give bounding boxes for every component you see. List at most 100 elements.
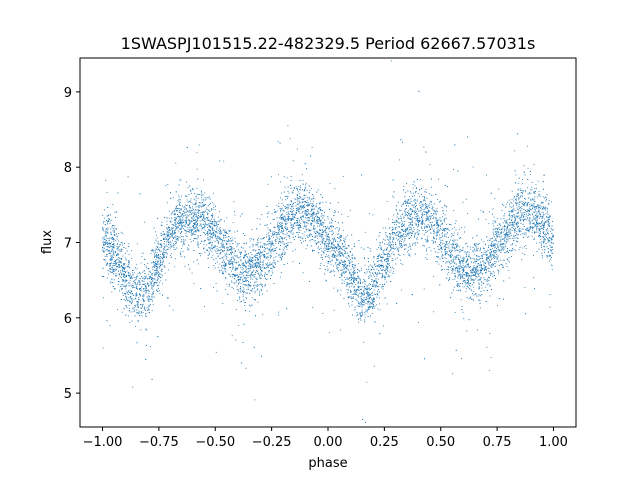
data-point: [507, 235, 509, 237]
data-point: [519, 188, 521, 190]
data-point: [376, 268, 378, 270]
data-point: [287, 125, 289, 127]
data-point: [543, 241, 545, 243]
data-point: [544, 238, 546, 240]
data-point: [548, 200, 550, 202]
data-point: [156, 270, 158, 272]
data-point: [276, 217, 278, 219]
data-point: [189, 211, 191, 213]
data-point: [414, 218, 416, 219]
data-point: [511, 221, 513, 223]
data-point: [234, 237, 236, 239]
data-point: [537, 204, 538, 206]
data-point: [296, 224, 298, 226]
data-point: [418, 220, 420, 222]
data-point: [491, 259, 493, 261]
data-point: [454, 275, 456, 277]
data-point: [340, 289, 342, 291]
data-point: [196, 168, 198, 170]
data-point: [518, 197, 519, 199]
data-point: [316, 235, 318, 237]
data-point: [128, 273, 130, 275]
data-point: [466, 282, 468, 284]
data-point: [153, 266, 155, 268]
data-point: [400, 210, 402, 212]
data-point: [545, 213, 547, 214]
data-point: [382, 288, 384, 290]
data-point: [402, 204, 404, 206]
data-point: [453, 210, 455, 212]
data-point: [442, 232, 443, 234]
data-point: [203, 200, 205, 202]
data-point: [146, 288, 147, 290]
data-point: [289, 237, 291, 239]
data-point: [384, 259, 386, 261]
data-point: [375, 280, 377, 282]
data-point: [489, 238, 491, 240]
data-point: [521, 206, 523, 208]
data-point: [273, 245, 275, 246]
data-point: [245, 284, 247, 286]
data-point: [533, 192, 535, 194]
data-point: [261, 245, 263, 247]
data-point: [435, 221, 437, 223]
data-point: [166, 227, 168, 229]
data-point: [119, 257, 121, 259]
data-point: [214, 208, 216, 210]
data-point: [220, 249, 222, 251]
data-point: [329, 182, 331, 184]
data-point: [126, 292, 128, 293]
data-point: [541, 220, 543, 222]
data-point: [240, 215, 241, 217]
data-point: [232, 264, 234, 266]
data-point: [383, 266, 385, 268]
data-point: [129, 290, 131, 292]
data-point: [369, 297, 371, 299]
data-point: [293, 207, 294, 209]
data-point: [522, 215, 524, 217]
data-point: [397, 201, 399, 203]
data-point: [236, 245, 238, 247]
data-point: [357, 290, 359, 292]
data-point: [303, 201, 305, 203]
data-point: [453, 260, 455, 262]
data-point: [120, 273, 122, 275]
data-point: [549, 218, 550, 220]
data-point: [142, 277, 144, 279]
data-point: [436, 209, 438, 211]
data-point: [512, 211, 514, 213]
data-point: [221, 245, 223, 247]
data-point: [313, 217, 315, 219]
data-point: [492, 228, 494, 230]
data-point: [237, 300, 239, 301]
data-point: [460, 277, 462, 279]
data-point: [523, 225, 525, 227]
data-point: [399, 236, 401, 238]
data-point: [236, 275, 238, 276]
data-point: [374, 293, 375, 295]
data-point: [276, 247, 278, 249]
data-point: [272, 234, 274, 236]
data-point: [535, 224, 537, 226]
data-point: [179, 228, 181, 230]
data-point: [239, 265, 241, 267]
data-point: [155, 255, 157, 257]
data-point: [409, 196, 410, 198]
data-point: [344, 268, 346, 270]
data-point: [171, 245, 173, 247]
data-point: [223, 235, 225, 236]
data-point: [264, 275, 266, 277]
data-point: [377, 254, 379, 256]
data-point: [295, 213, 297, 214]
data-point: [354, 257, 356, 259]
data-point: [465, 273, 467, 275]
data-point: [147, 262, 149, 264]
data-point: [547, 220, 549, 222]
data-point: [462, 259, 464, 261]
data-point: [299, 207, 301, 209]
data-point: [182, 224, 184, 226]
data-point: [125, 294, 126, 296]
data-point: [294, 198, 296, 200]
data-point: [474, 269, 476, 271]
data-point: [537, 180, 539, 182]
